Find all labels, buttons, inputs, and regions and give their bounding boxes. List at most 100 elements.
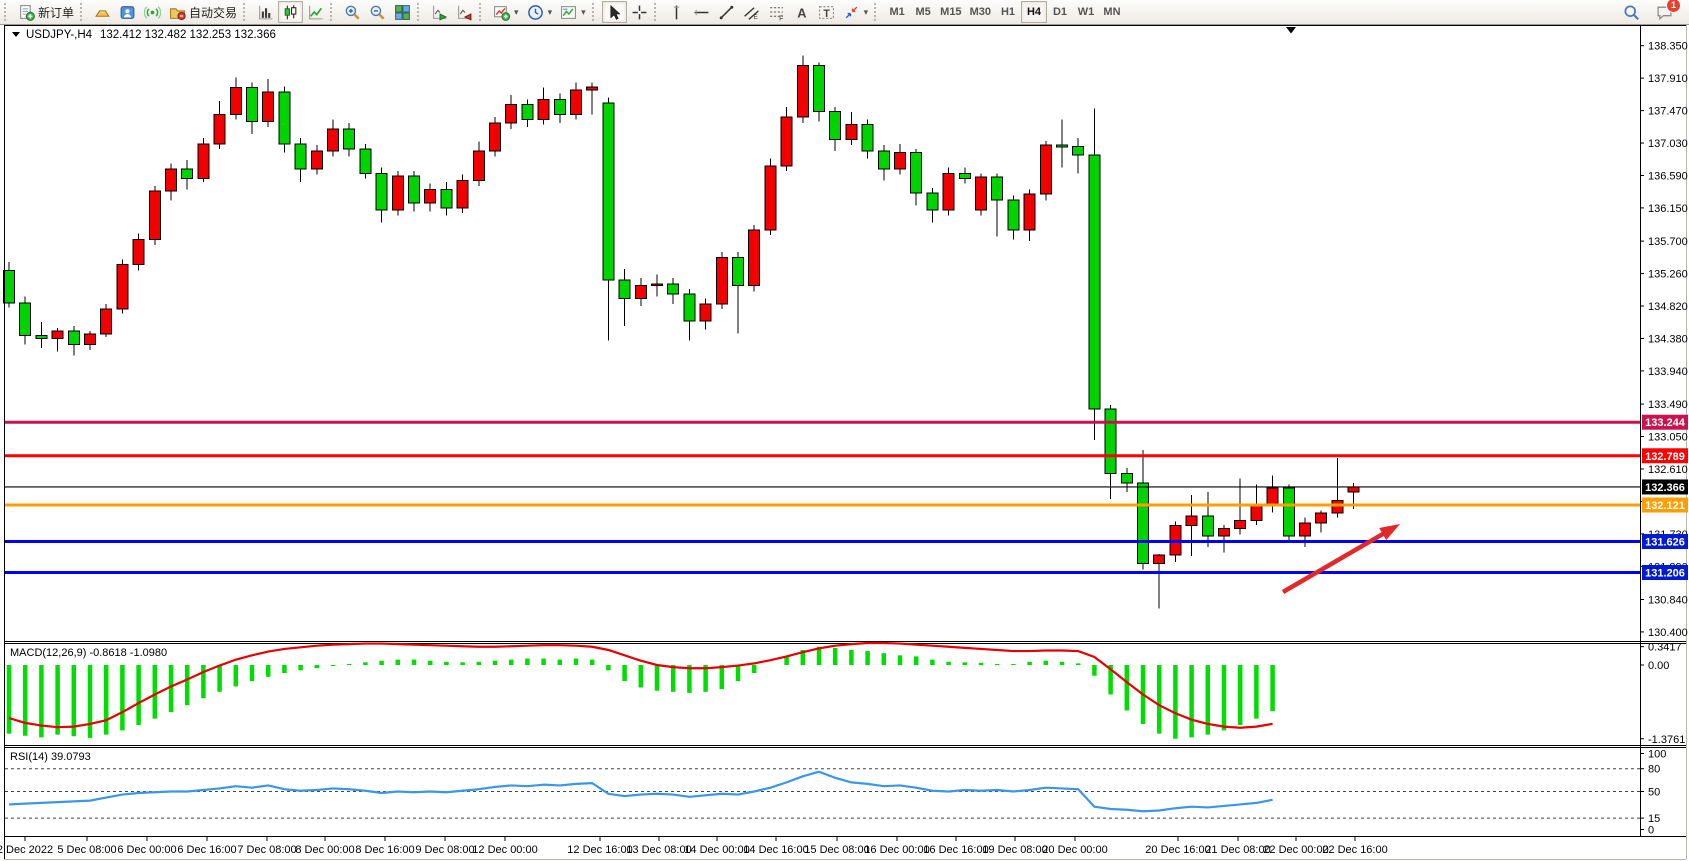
candle-body-bear	[1120, 472, 1133, 484]
channel-button[interactable]: E	[739, 1, 764, 23]
time-axis: 2 Dec 2022 5 Dec 08:00 6 Dec 00:00 6 Dec 16…	[0, 837, 1388, 856]
price-badge-text: 133.244	[1645, 417, 1686, 429]
price-tick-label: 137.470	[1648, 106, 1688, 118]
tile-windows-button[interactable]	[390, 1, 415, 23]
macd-panel: 0.3417 0.00 -1.3761 MACD(12,26,9) -0.8618 -…	[6, 642, 1685, 746]
chart-shift-button[interactable]	[452, 1, 477, 23]
trendline-button[interactable]	[714, 1, 739, 23]
candlestick-button[interactable]	[278, 1, 304, 23]
vertical-line-button[interactable]	[664, 1, 689, 23]
toolbar-grip	[591, 3, 599, 21]
chevron-down-icon[interactable]: ▾	[863, 6, 869, 17]
timeframe-h4-button[interactable]: H4	[1020, 1, 1047, 23]
signals-button[interactable]	[140, 1, 165, 23]
candle-body-bull	[132, 239, 145, 266]
candle-body-bear	[375, 172, 388, 211]
candle-body-bear	[440, 188, 453, 209]
search-icon[interactable]	[1623, 4, 1640, 21]
candle-body-bull	[570, 89, 582, 115]
new-order-button[interactable]: 新订单	[14, 1, 78, 23]
candle-body-bear	[991, 176, 1004, 201]
candle-body-bear	[521, 104, 534, 120]
candle-body-bear	[602, 102, 615, 281]
line-chart-button[interactable]	[303, 1, 328, 23]
candle-body-bear	[294, 143, 307, 170]
text-button[interactable]: A	[789, 1, 814, 23]
zoom-in-icon	[344, 4, 361, 21]
line-chart-icon	[307, 4, 324, 21]
chat-button[interactable]: 1	[1656, 0, 1681, 21]
candle-body-bear	[181, 168, 194, 179]
price-badge-text: 132.121	[1645, 500, 1685, 512]
chevron-down-icon[interactable]: ▾	[547, 6, 553, 17]
fibonacci-button[interactable]: F	[764, 1, 789, 23]
collapse-triangle-icon[interactable]	[12, 32, 20, 37]
label-button[interactable]: T	[814, 1, 839, 23]
candle-body-bull	[310, 150, 323, 170]
candle-body-bear	[667, 283, 680, 295]
price-tick-label: 138.350	[1648, 41, 1688, 53]
chevron-down-icon[interactable]: ▾	[581, 6, 586, 17]
time-tick-label: 20 Dec 00:00	[1042, 844, 1107, 856]
periods-button[interactable]: ▾	[523, 1, 557, 23]
candle-body-bull	[845, 124, 858, 140]
timeframe-w1-button[interactable]: W1	[1073, 1, 1099, 23]
bar-chart-button[interactable]	[253, 1, 278, 23]
chevron-down-icon[interactable]: ▾	[514, 6, 519, 17]
label-icon: T	[818, 4, 835, 21]
candle-body-bear	[1007, 199, 1020, 231]
price-tick-label: 133.050	[1648, 432, 1688, 444]
candle-body-bull	[796, 65, 809, 118]
templates-button[interactable]: ▾	[556, 1, 590, 23]
timeframe-m1-button[interactable]: M1	[884, 1, 910, 23]
timeframe-h1-button[interactable]: H1	[995, 1, 1021, 23]
price-badge	[1642, 564, 1688, 580]
chart-shift-icon	[456, 4, 473, 21]
price-tick-label: 130.840	[1648, 594, 1688, 606]
autotrading-button-label: 自动交易	[189, 5, 238, 20]
timeframe-d1-button[interactable]: D1	[1047, 1, 1073, 23]
svg-text:T: T	[823, 7, 830, 19]
candle-body-bull	[1331, 500, 1344, 514]
candle-body-bear	[3, 270, 15, 304]
toolbar-grip	[417, 3, 424, 21]
price-tick-label: 132.610	[1648, 464, 1688, 476]
community-button[interactable]	[115, 1, 140, 23]
autotrading-icon	[169, 4, 186, 21]
price-badge	[1642, 497, 1688, 513]
candle-body-bull	[51, 330, 64, 339]
price-tick-label: 137.910	[1648, 73, 1688, 85]
marker-triangle-icon[interactable]	[1286, 27, 1296, 34]
timeframe-mn-button[interactable]: MN	[1099, 1, 1125, 23]
auto-scroll-icon	[431, 4, 448, 21]
new-order-icon	[18, 4, 35, 21]
crosshair-icon	[631, 4, 648, 21]
crosshair-button[interactable]	[627, 1, 652, 23]
arrows-button[interactable]: ▾	[839, 1, 873, 23]
zoom-out-button[interactable]	[365, 1, 390, 23]
deposit-button[interactable]	[90, 1, 115, 23]
auto-scroll-button[interactable]	[427, 1, 452, 23]
gold-deposit-icon	[94, 4, 111, 21]
candle-body-bull	[213, 113, 226, 145]
trend-arrow-annotation[interactable]	[1281, 524, 1400, 594]
timeframe-m5-button[interactable]: M5	[910, 1, 936, 23]
cursor-button[interactable]	[601, 1, 627, 23]
timeframe-m15-button[interactable]: M15	[936, 1, 965, 23]
candle-body-bear	[618, 279, 631, 300]
zoom-in-button[interactable]	[340, 1, 365, 23]
chart-canvas[interactable]: 138.350 137.910 137.470 137.030 136.590 136.1…	[0, 25, 1689, 861]
price-badge-text: 131.206	[1645, 567, 1685, 579]
indicators-button[interactable]: ▾	[489, 1, 523, 23]
time-tick-label: 2 Dec 2022	[0, 844, 53, 856]
channel-icon: E	[743, 4, 760, 21]
autotrading-button[interactable]: 自动交易	[165, 1, 241, 23]
horizontal-line-button[interactable]	[689, 1, 714, 23]
panel-frame	[4, 25, 1687, 860]
cursor-icon	[606, 4, 623, 21]
candle-body-bull	[1315, 512, 1328, 524]
candle-body-bull	[1185, 515, 1198, 527]
candle-body-bear	[67, 330, 80, 345]
candle-body-bear	[861, 124, 874, 152]
timeframe-m30-button[interactable]: M30	[966, 1, 995, 23]
